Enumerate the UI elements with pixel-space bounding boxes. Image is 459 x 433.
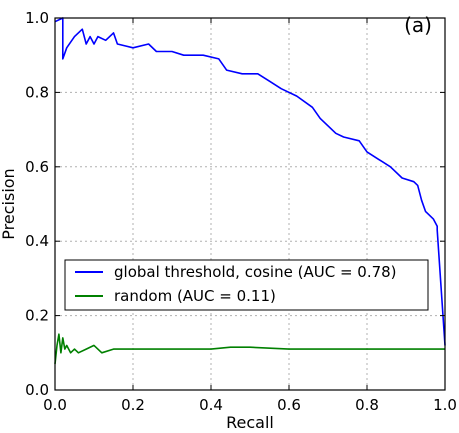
series-line-random	[54, 333, 445, 365]
series-line-cosine	[54, 17, 446, 346]
legend-box	[64, 259, 429, 311]
legend-label-random: random (AUC = 0.11)	[114, 287, 276, 305]
tick-marks	[54, 17, 446, 391]
legend-label-cosine: global threshold, cosine (AUC = 0.78)	[114, 263, 397, 281]
y-tick-label: 1.0	[25, 9, 49, 27]
y-tick-label: 0.6	[25, 158, 49, 176]
x-tick-label: 1.0	[433, 396, 457, 414]
x-tick-label: 0.4	[199, 396, 223, 414]
y-tick-label: 0.0	[25, 381, 49, 399]
panel-label: (a)	[404, 13, 432, 37]
series-layer	[54, 17, 446, 365]
x-tick-label: 0.2	[121, 396, 145, 414]
y-axis-label: Precision	[0, 168, 18, 239]
y-tick-label: 0.8	[25, 83, 49, 101]
plot-frame	[54, 17, 446, 391]
y-tick-label: 0.2	[25, 307, 49, 325]
x-tick-label: 0.6	[277, 396, 301, 414]
x-tick-label: 0.0	[43, 396, 67, 414]
y-tick-label: 0.4	[25, 232, 49, 250]
x-tick-label: 0.8	[355, 396, 379, 414]
x-axis-label: Recall	[226, 413, 274, 432]
tick-labels: 0.0 0.2 0.4 0.6 0.8 1.0 0.0 0.2 0.4 0.6 0.8 1.0	[25, 9, 457, 414]
legend: global threshold, cosine (AUC = 0.78) ra…	[64, 259, 429, 311]
